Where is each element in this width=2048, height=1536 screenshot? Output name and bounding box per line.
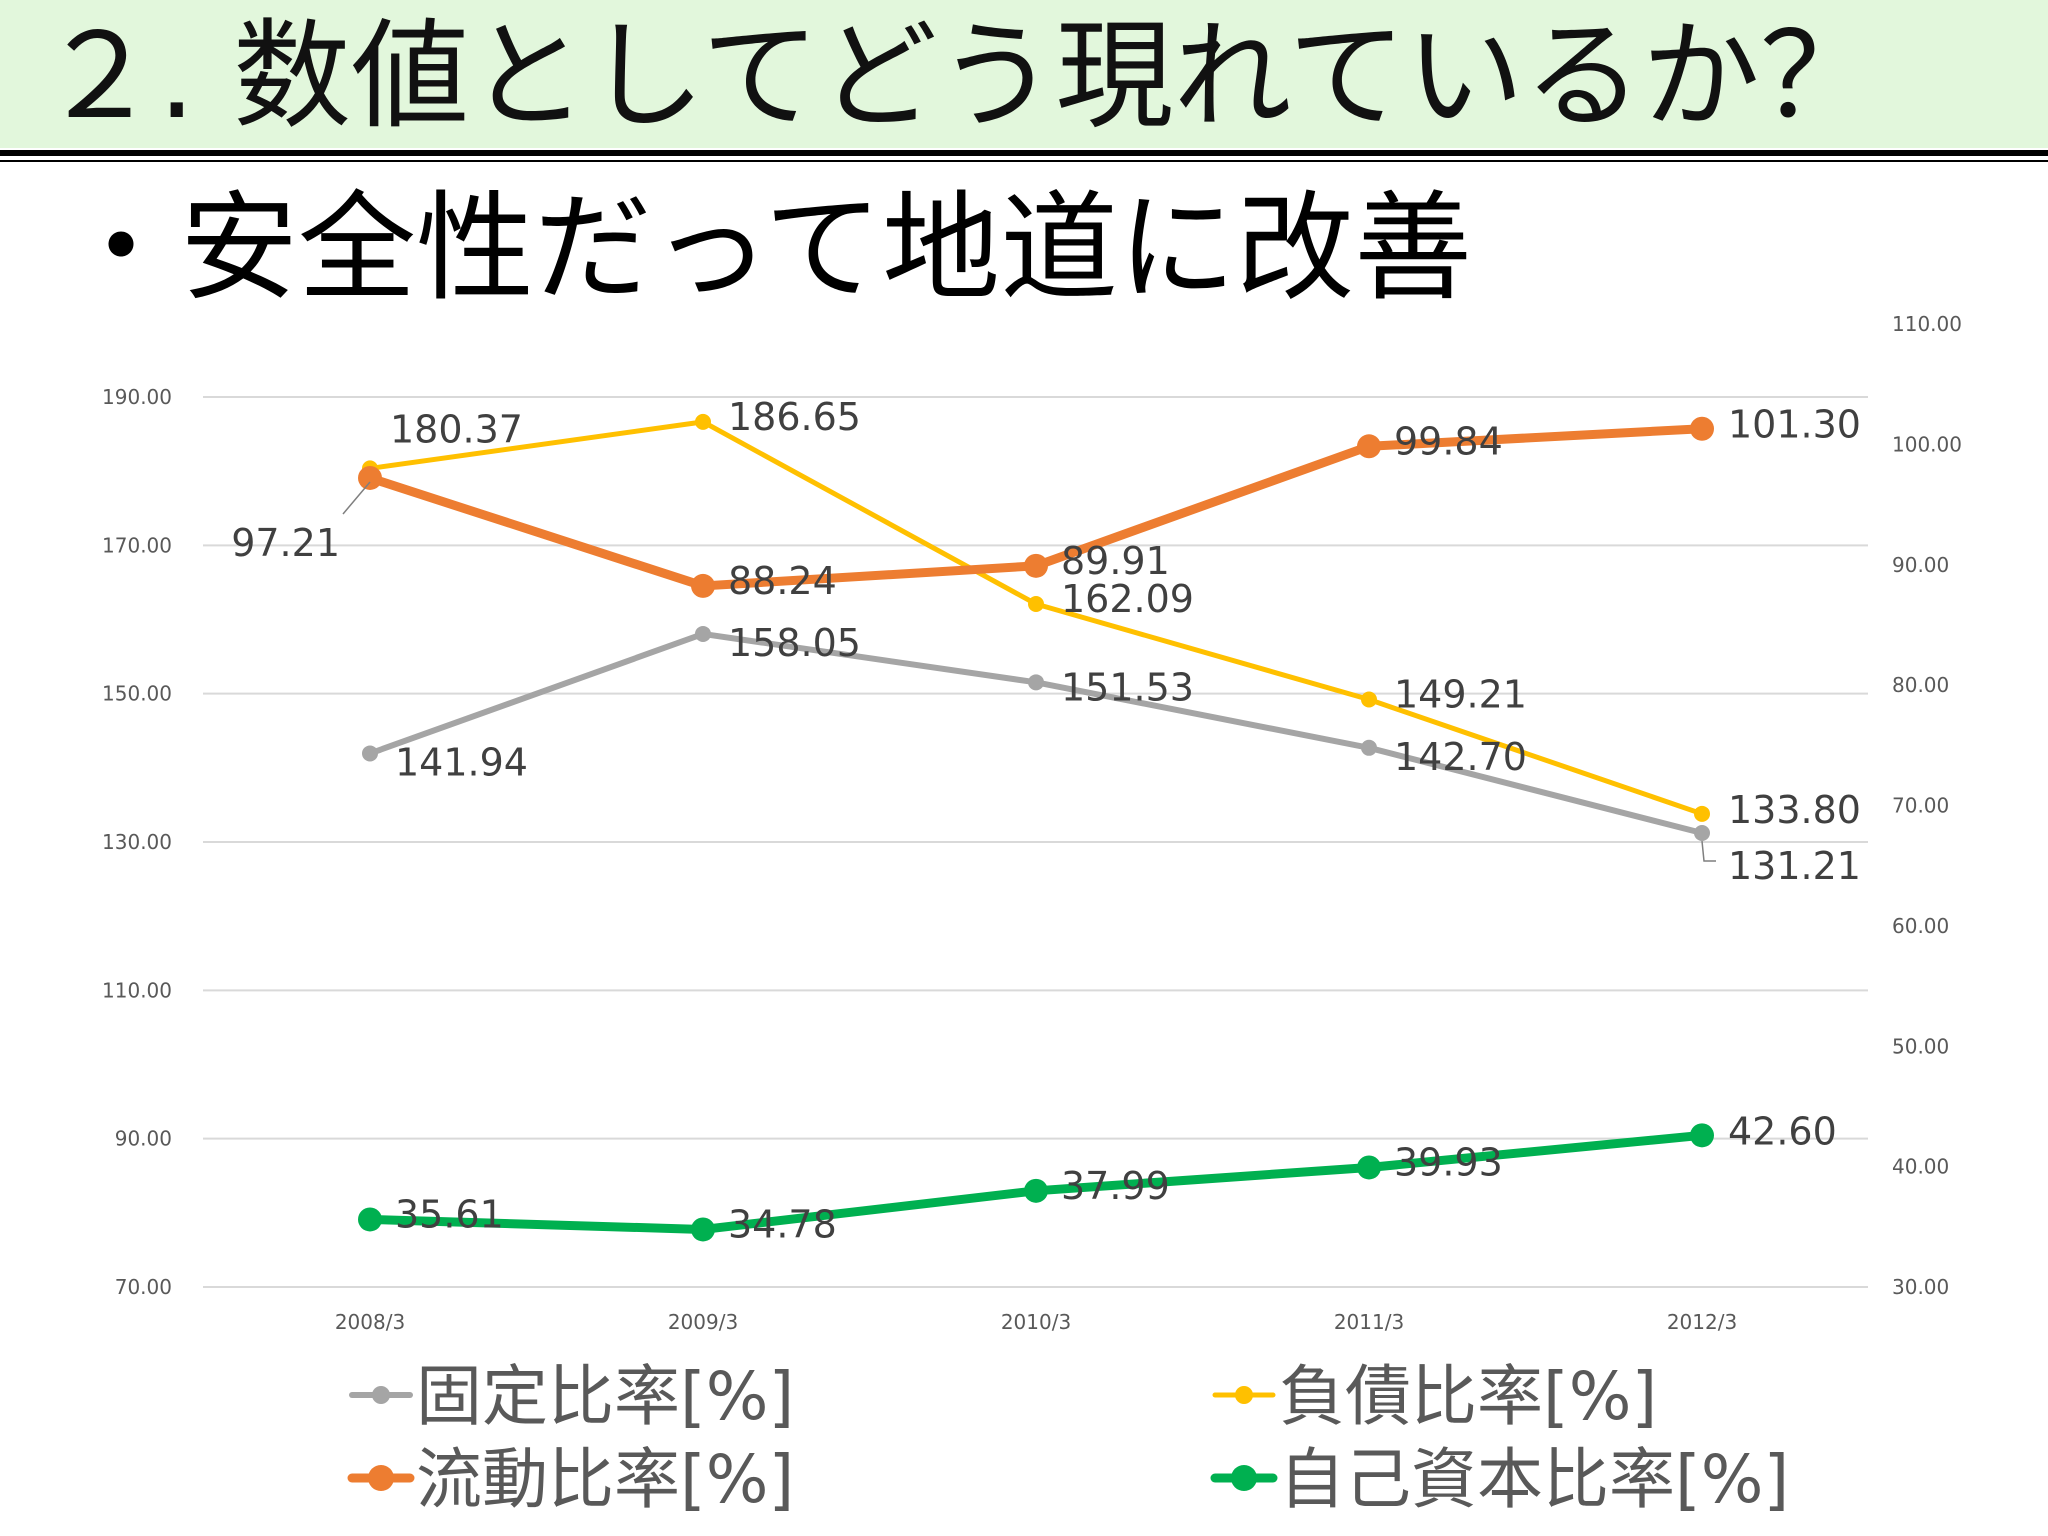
data-point: [1357, 1155, 1381, 1180]
data-point: [695, 413, 711, 430]
data-point: [1694, 825, 1710, 842]
data-point: [1690, 1123, 1714, 1148]
data-label: 186.65: [728, 395, 861, 439]
chart-series: [358, 413, 1714, 1242]
data-label: 149.21: [1394, 673, 1527, 717]
data-label: 141.94: [395, 740, 528, 784]
data-label: 37.99: [1061, 1164, 1170, 1208]
legend-swatch-marker: [1235, 1386, 1253, 1404]
data-point: [691, 1217, 715, 1242]
y-left-tick-label: 150.00: [102, 682, 172, 706]
data-label: 131.21: [1728, 844, 1861, 888]
legend-label: 流動比率[%]: [416, 1441, 794, 1518]
title-rule-thin: [0, 160, 2048, 162]
data-point: [362, 745, 378, 762]
y-left-tick-label: 130.00: [102, 830, 172, 854]
data-label: 39.93: [1394, 1140, 1503, 1184]
x-tick-label: 2008/3: [335, 1310, 405, 1334]
data-point: [358, 465, 382, 490]
chart-gridlines: [203, 396, 1868, 1288]
data-label: 88.24: [728, 559, 837, 603]
title-band: [0, 0, 2048, 148]
y-left-tick-label: 110.00: [102, 978, 172, 1002]
data-label: 151.53: [1061, 665, 1194, 709]
y-left-tick-label: 190.00: [102, 385, 172, 409]
title-rule: [0, 150, 2048, 156]
leader-line: [342, 481, 371, 515]
data-label: 89.91: [1061, 539, 1170, 583]
y-axis-right: 110.00 100.00 90.00 80.00 70.00 60.00 50.00 40.…: [1892, 312, 1962, 1299]
y-right-tick-label: 110.00: [1892, 312, 1962, 336]
y-left-tick-label: 170.00: [102, 533, 172, 557]
data-label: 162.09: [1061, 577, 1194, 621]
bullet-line: ・安全性だって地道に改善: [62, 178, 1472, 318]
y-right-tick-label: 50.00: [1892, 1034, 1949, 1058]
leader-line: [1701, 840, 1716, 862]
x-tick-label: 2012/3: [1667, 1310, 1737, 1334]
data-label: 180.37: [390, 407, 523, 451]
x-tick-label: 2011/3: [1334, 1310, 1404, 1334]
y-right-tick-label: 60.00: [1892, 914, 1949, 938]
y-right-tick-label: 100.00: [1892, 432, 1962, 456]
data-point: [1028, 674, 1044, 691]
data-point: [691, 573, 715, 598]
y-left-tick-label: 90.00: [115, 1127, 172, 1151]
data-point: [1694, 805, 1710, 822]
data-point: [1690, 416, 1714, 441]
data-label: 101.30: [1728, 403, 1861, 447]
data-label: 99.84: [1394, 419, 1503, 463]
data-point: [1361, 691, 1377, 708]
y-axis-left: 190.00 170.00 150.00 130.00 110.00 90.00 70.00: [102, 385, 172, 1299]
legend-swatch-marker: [368, 1465, 394, 1491]
data-label: 142.70: [1394, 735, 1527, 779]
data-label: 35.61: [395, 1192, 504, 1236]
y-left-tick-label: 70.00: [115, 1275, 172, 1299]
series-line: [367, 630, 1705, 837]
data-label: 158.05: [728, 621, 861, 665]
data-point: [358, 1207, 382, 1232]
x-axis: 2008/3 2009/3 2010/3 2011/3 2012/3: [335, 1310, 1737, 1334]
legend-label: 負債比率[%]: [1279, 1358, 1657, 1435]
data-point: [1361, 739, 1377, 756]
y-right-tick-label: 90.00: [1892, 553, 1949, 577]
legend-label: 自己資本比率[%]: [1279, 1441, 1789, 1518]
x-tick-label: 2009/3: [668, 1310, 738, 1334]
legend-swatch-marker: [1231, 1465, 1257, 1491]
data-label: 133.80: [1728, 788, 1861, 832]
x-tick-label: 2010/3: [1001, 1310, 1071, 1334]
y-right-tick-label: 40.00: [1892, 1155, 1949, 1179]
legend-swatch-marker: [372, 1386, 390, 1404]
data-point: [1357, 434, 1381, 459]
data-point: [695, 625, 711, 642]
data-point: [1024, 1178, 1048, 1203]
legend-label: 固定比率[%]: [416, 1358, 794, 1435]
data-point: [1028, 595, 1044, 612]
bullet-mark: ・: [62, 179, 181, 317]
data-label: 42.60: [1728, 1109, 1837, 1153]
chart-data-labels: 141.94 158.05 151.53 142.70 131.21 180.37 186.…: [231, 395, 1861, 1247]
chart-legend: 固定比率[%] 負債比率[%] 流動比率[%] 自己資本比率[%]: [347, 1358, 1789, 1518]
slide-title: ２. 数値としてどう現れているか？: [40, 7, 1878, 145]
y-right-tick-label: 30.00: [1892, 1275, 1949, 1299]
y-right-tick-label: 70.00: [1892, 794, 1949, 818]
data-label: 34.78: [728, 1202, 837, 1246]
data-label: 97.21: [231, 521, 340, 565]
bullet-text: 安全性だって地道に改善: [180, 179, 1473, 317]
data-point: [1024, 553, 1048, 578]
y-right-tick-label: 80.00: [1892, 673, 1949, 697]
